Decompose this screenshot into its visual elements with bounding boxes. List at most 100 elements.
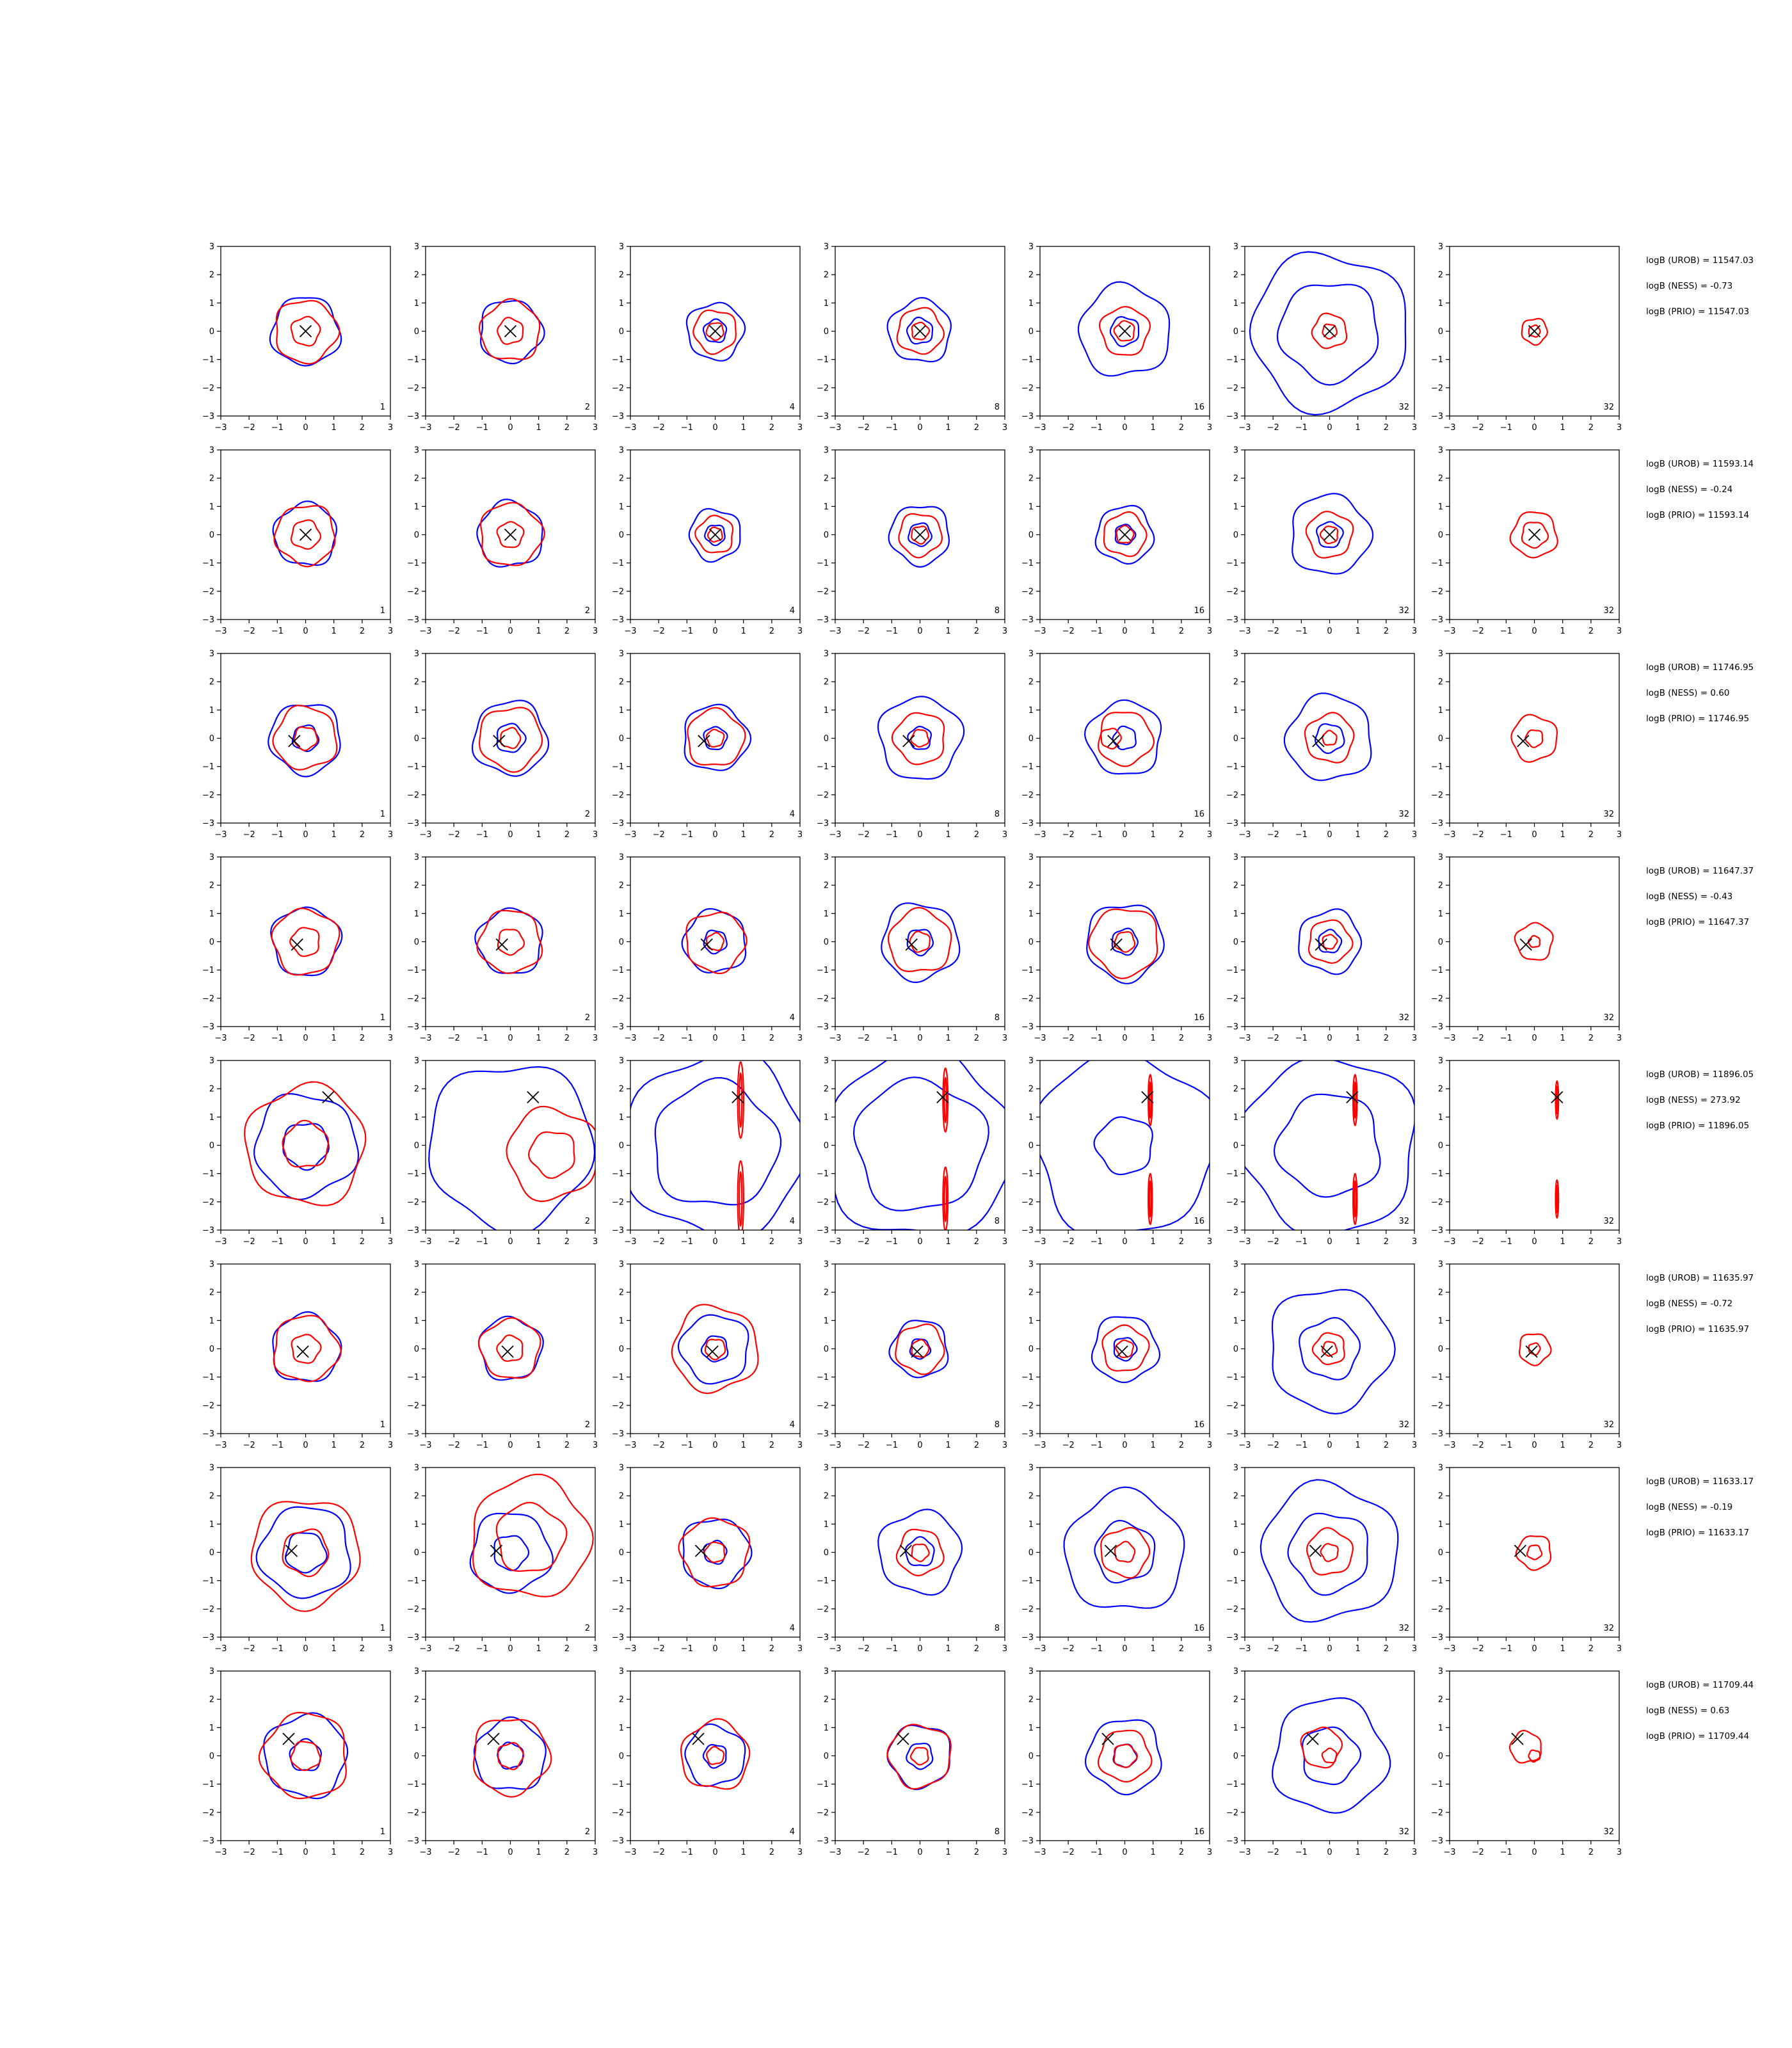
red-contour	[1526, 1544, 1543, 1560]
red-contour	[244, 1081, 367, 1206]
panel-r1-c1: −3−3 −2 −2 −1 −1 0 0 1 1 2 2 3 3 1	[202, 243, 393, 433]
x-tick-label: 3	[1207, 1441, 1212, 1450]
panel-r6-c6: −3−3 −2 −2 −1 −1 0 0 1 1 2 2 3 3 32	[1226, 1260, 1417, 1451]
y-tick-label: −1	[612, 1780, 624, 1789]
x-tick-label: 1	[1151, 627, 1156, 636]
panel-label: 32	[1603, 403, 1614, 412]
y-tick-label: −1	[1021, 966, 1034, 975]
x-tick-label: 0	[303, 1034, 308, 1043]
blue-contour	[1084, 699, 1162, 775]
x-tick-label: 0	[1327, 1034, 1332, 1043]
y-tick-label: 0	[1233, 734, 1238, 744]
x-tick-label: −3	[214, 830, 227, 840]
truth-marker	[692, 1732, 705, 1745]
y-tick-label: −1	[1431, 1780, 1443, 1789]
x-tick-label: 3	[388, 830, 393, 840]
x-tick-label: −2	[243, 423, 255, 433]
y-tick-label: −1	[1226, 1373, 1238, 1382]
y-tick-label: 0	[209, 327, 214, 337]
x-tick-label: −3	[829, 1237, 841, 1247]
y-tick-label: −1	[612, 1576, 624, 1586]
axes-frame	[1449, 1060, 1620, 1231]
x-tick-label: 1	[741, 1237, 746, 1247]
y-tick-label: −1	[1431, 1576, 1443, 1586]
y-tick-label: −1	[612, 762, 624, 772]
logb-annotation: logB (NESS) = -0.24	[1646, 484, 1732, 495]
red-contour	[1114, 1540, 1136, 1563]
y-tick-label: −1	[407, 559, 419, 568]
x-tick-label: −1	[681, 1034, 693, 1043]
y-tick-label: −1	[202, 1576, 214, 1586]
y-tick-label: 2	[209, 1288, 214, 1298]
y-tick-label: 3	[619, 1464, 624, 1473]
x-tick-label: 2	[1588, 423, 1594, 433]
y-tick-label: 1	[619, 1724, 624, 1733]
y-tick-label: 1	[619, 1316, 624, 1326]
y-tick-label: −3	[612, 412, 624, 422]
x-tick-label: 1	[536, 423, 541, 433]
truth-marker	[490, 1544, 503, 1557]
y-tick-label: 3	[1438, 650, 1443, 659]
y-tick-label: 2	[619, 271, 624, 280]
blue-contour	[1094, 504, 1155, 565]
red-contour	[911, 525, 930, 545]
x-tick-label: 3	[797, 1644, 803, 1654]
y-tick-label: 3	[619, 650, 624, 659]
x-tick-label: 1	[1151, 1644, 1156, 1654]
y-tick-label: 1	[414, 1113, 419, 1123]
x-tick-label: 2	[1179, 423, 1184, 433]
y-tick-label: −2	[407, 994, 419, 1004]
truth-marker	[706, 1345, 719, 1358]
panel-label: 32	[1603, 1217, 1614, 1226]
x-tick-label: 3	[1207, 423, 1212, 433]
x-tick-label: 0	[508, 627, 513, 636]
y-tick-label: 0	[619, 938, 624, 947]
y-tick-label: 0	[824, 734, 829, 744]
y-tick-label: 0	[209, 1548, 214, 1558]
axes-frame	[1244, 653, 1415, 824]
y-tick-label: −2	[407, 587, 419, 596]
red-contour	[1519, 1333, 1552, 1366]
y-tick-label: −2	[1226, 994, 1238, 1004]
y-tick-label: 2	[619, 1288, 624, 1298]
panel-label: 1	[380, 1624, 385, 1633]
truth-marker	[1323, 324, 1336, 338]
x-tick-label: 0	[1532, 830, 1537, 840]
blue-contour	[682, 1518, 753, 1590]
red-contour	[1509, 511, 1558, 559]
x-tick-label: −2	[1062, 423, 1075, 433]
x-tick-label: 0	[917, 423, 922, 433]
y-tick-label: 3	[619, 1057, 624, 1066]
blue-contour	[1271, 1288, 1396, 1415]
y-tick-label: 0	[1028, 1345, 1034, 1354]
logb-annotation: logB (UROB) = 11633.17	[1646, 1476, 1754, 1487]
x-tick-label: −2	[1062, 627, 1075, 636]
y-tick-label: −1	[1431, 355, 1443, 365]
logb-annotation: logB (NESS) = -0.19	[1646, 1502, 1732, 1512]
y-tick-label: 1	[1028, 1113, 1034, 1123]
y-tick-label: −2	[612, 1197, 624, 1207]
y-tick-label: −2	[1226, 1401, 1238, 1411]
panel-r6-c1: −3−3 −2 −2 −1 −1 0 0 1 1 2 2 3 3 1	[202, 1260, 393, 1451]
y-tick-label: 2	[824, 1085, 829, 1094]
red-contour	[1116, 525, 1135, 544]
x-tick-label: −3	[1238, 830, 1251, 840]
x-tick-label: −2	[1472, 1848, 1484, 1857]
red-contour	[896, 307, 945, 355]
y-tick-label: −1	[817, 1169, 829, 1179]
y-tick-label: −2	[1021, 1401, 1034, 1411]
x-tick-label: 0	[1122, 423, 1127, 433]
y-tick-label: −3	[612, 616, 624, 625]
y-tick-label: 1	[209, 909, 214, 919]
x-tick-label: 2	[1384, 1034, 1389, 1043]
red-contour	[909, 931, 931, 953]
x-tick-label: 1	[946, 1644, 951, 1654]
x-tick-label: −3	[1034, 1848, 1046, 1857]
panel-r7-c2: −3−3 −2 −2 −1 −1 0 0 1 1 2 2 3 3 2	[407, 1464, 598, 1654]
blue-contour	[702, 1743, 727, 1769]
panel-label: 2	[585, 403, 590, 412]
x-tick-label: −2	[858, 423, 870, 433]
red-contour	[477, 1317, 541, 1379]
x-tick-label: −3	[214, 1034, 227, 1043]
y-tick-label: 0	[824, 1345, 829, 1354]
